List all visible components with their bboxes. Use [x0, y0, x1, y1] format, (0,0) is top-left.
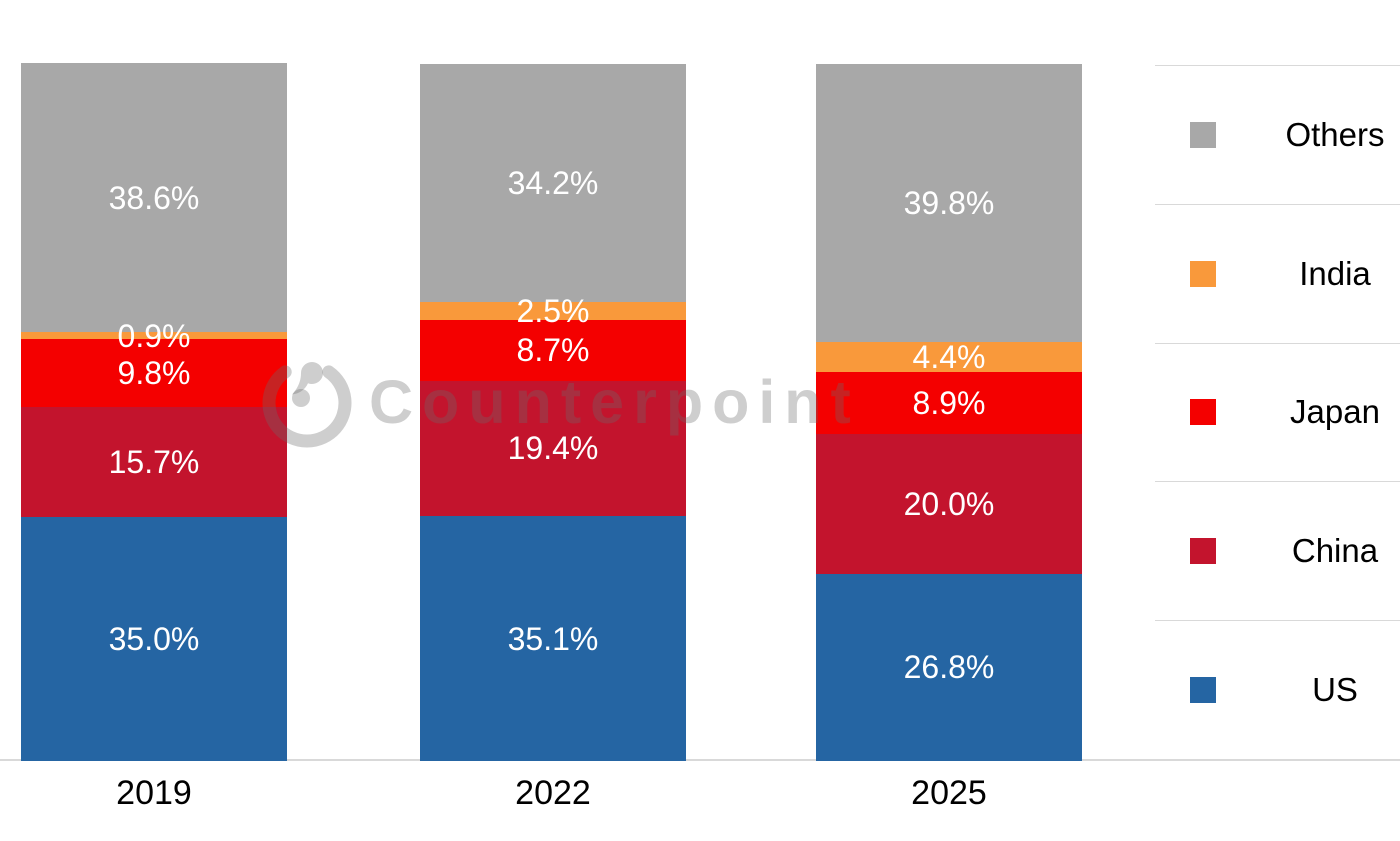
segment-value-label: 38.6%	[108, 179, 200, 216]
legend-swatch-others	[1190, 121, 1216, 148]
segment-value-label: 39.8%	[903, 184, 995, 221]
segment-value-label: 9.8%	[117, 354, 191, 391]
x-axis-label-2025: 2025	[911, 774, 987, 812]
bar-2025: 26.8% 20.0% 8.9% 4.4% 39.8%	[816, 63, 1082, 761]
legend-swatch-india	[1190, 260, 1216, 287]
legend-label: China	[1291, 532, 1379, 570]
segment-value-label: 26.8%	[903, 649, 995, 686]
segment-value-label: 2.5%	[516, 293, 590, 330]
segment-india-2025: 4.4%	[816, 338, 1082, 375]
segment-china-2019: 15.7%	[21, 407, 287, 517]
x-axis-line	[0, 759, 1400, 761]
legend-item-others: Others	[1155, 65, 1400, 204]
legend-item-us: US	[1155, 620, 1400, 759]
segment-value-label: 8.7%	[516, 332, 590, 369]
legend-label: US	[1312, 671, 1358, 709]
segment-others-2022: 34.2%	[420, 63, 686, 303]
segment-value-label: 8.9%	[912, 385, 986, 422]
segment-us-2019: 35.0%	[21, 516, 287, 761]
legend-swatch-china	[1190, 538, 1216, 565]
legend-item-japan: Japan	[1155, 342, 1400, 482]
segment-china-2025: 20.0%	[816, 434, 1082, 574]
segment-japan-2019: 9.8%	[21, 338, 287, 408]
segment-india-2022: 2.5%	[420, 295, 686, 327]
legend-item-india: India	[1155, 203, 1400, 343]
legend-swatch-us	[1190, 677, 1216, 704]
segment-india-2019: 0.9%	[21, 320, 287, 352]
bar-2019: 35.0% 15.7% 9.8% 0.9% 38.6%	[21, 63, 287, 761]
x-axis-label-2019: 2019	[116, 774, 192, 812]
segment-others-2019: 38.6%	[21, 63, 287, 333]
legend-swatch-japan	[1190, 399, 1216, 426]
segment-value-label: 35.1%	[507, 620, 599, 657]
segment-us-2025: 26.8%	[816, 573, 1082, 761]
segment-us-2022: 35.1%	[420, 516, 686, 761]
segment-value-label: 15.7%	[108, 443, 200, 480]
legend-label: India	[1299, 254, 1371, 292]
segment-value-label: 4.4%	[912, 338, 986, 375]
x-axis-label-2022: 2022	[515, 774, 591, 812]
legend-item-china: China	[1155, 481, 1400, 620]
segment-japan-2022: 8.7%	[420, 319, 686, 381]
bar-2022: 35.1% 19.4% 8.7% 2.5% 34.2%	[420, 63, 686, 761]
legend-label: Japan	[1290, 393, 1380, 431]
segment-others-2025: 39.8%	[816, 63, 1082, 342]
segment-value-label: 34.2%	[507, 165, 599, 202]
segment-value-label: 20.0%	[903, 486, 995, 523]
legend-label: Others	[1285, 115, 1385, 153]
legend: Others India Japan China US	[1155, 65, 1400, 759]
segment-value-label: 19.4%	[507, 430, 599, 467]
segment-china-2022: 19.4%	[420, 380, 686, 517]
segment-japan-2025: 8.9%	[816, 372, 1082, 435]
segment-value-label: 0.9%	[117, 317, 191, 354]
segment-value-label: 35.0%	[108, 620, 200, 657]
